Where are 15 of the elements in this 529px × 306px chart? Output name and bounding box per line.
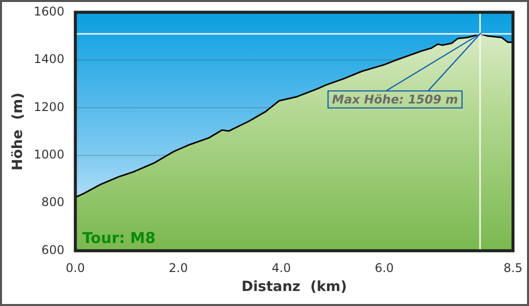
y-tick-label: 800 [41, 195, 64, 210]
x-tick-label: 0.0 [66, 261, 85, 276]
x-tick-label: 4.0 [272, 261, 291, 276]
annotation: Tour: M8 [82, 228, 156, 247]
x-tick-label: 6.0 [374, 261, 394, 276]
y-tick-label: 600 [41, 242, 64, 257]
annotation: Max Höhe: 1509 m [332, 92, 458, 107]
y-tick-label: 1200 [34, 100, 64, 114]
x-axis-title: Distanz (km) [241, 279, 347, 296]
y-tick-label: 1000 [34, 147, 64, 162]
y-tick-label: 1600 [34, 4, 64, 18]
y-tick-label: 1400 [34, 52, 64, 66]
y-axis-title: Höhe (m) [10, 92, 26, 170]
x-tick-label: 8.5 [503, 261, 523, 276]
x-tick-label: 2.0 [168, 261, 188, 276]
